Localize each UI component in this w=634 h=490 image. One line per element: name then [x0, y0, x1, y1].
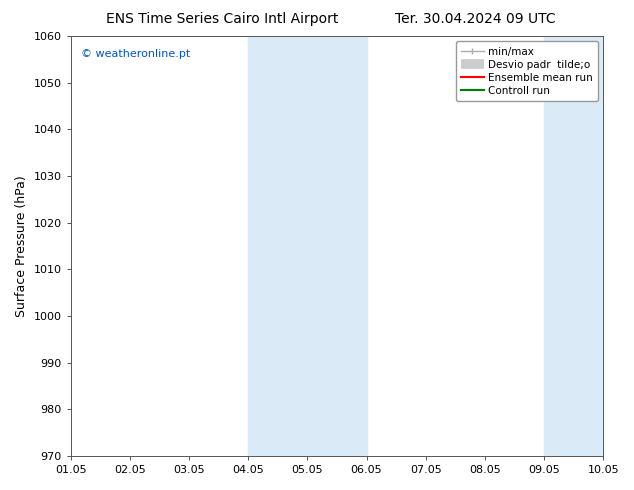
Y-axis label: Surface Pressure (hPa): Surface Pressure (hPa) — [15, 175, 28, 317]
Bar — [248, 36, 366, 456]
Text: ENS Time Series Cairo Intl Airport: ENS Time Series Cairo Intl Airport — [106, 12, 338, 26]
Bar — [544, 36, 634, 456]
Legend: min/max, Desvio padr  tilde;o, Ensemble mean run, Controll run: min/max, Desvio padr tilde;o, Ensemble m… — [456, 41, 598, 101]
Text: © weatheronline.pt: © weatheronline.pt — [81, 49, 191, 59]
Text: Ter. 30.04.2024 09 UTC: Ter. 30.04.2024 09 UTC — [395, 12, 556, 26]
